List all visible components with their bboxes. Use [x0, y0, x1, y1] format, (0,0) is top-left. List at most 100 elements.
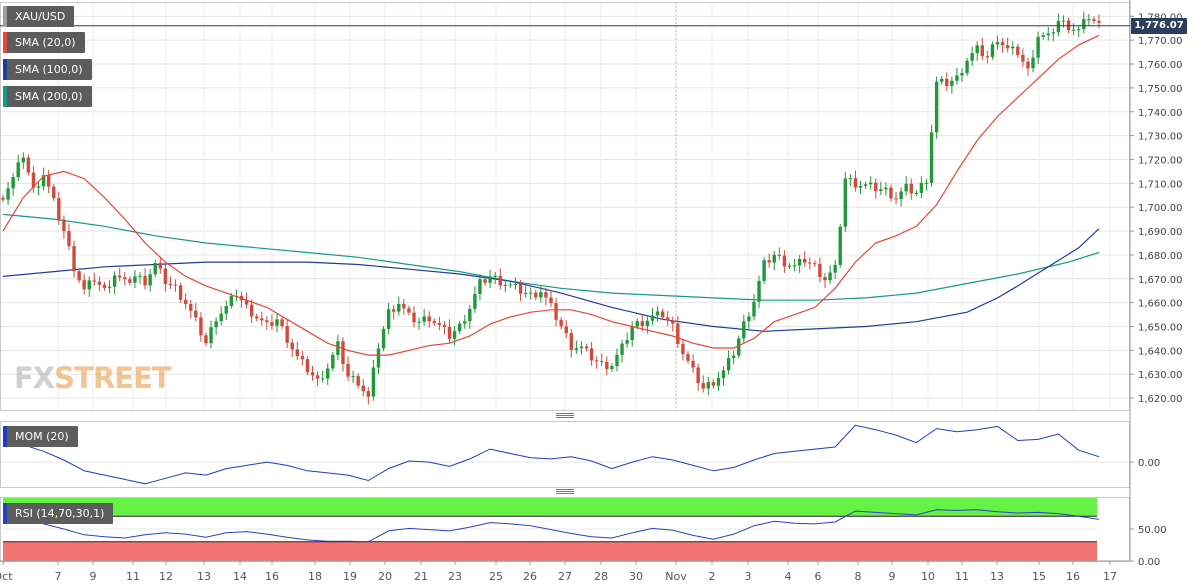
candle-body: [1031, 57, 1035, 69]
sma100-line: [2, 228, 1100, 332]
candle-body: [924, 182, 929, 184]
candle-body: [265, 320, 269, 323]
candle-body: [123, 277, 127, 280]
watermark-main: FX: [14, 361, 55, 395]
candle: [853, 170, 858, 192]
candle: [879, 181, 883, 196]
legend-label: SMA (20,0): [15, 36, 76, 49]
candle-body: [523, 293, 528, 295]
legend-momentum[interactable]: MOM (20): [3, 426, 78, 447]
x-tick-label: 6: [815, 570, 822, 583]
x-tick-label: 19: [343, 570, 357, 583]
candle: [1, 194, 5, 203]
candle: [716, 371, 721, 391]
candle-body: [660, 311, 665, 318]
candle: [660, 308, 665, 321]
candle: [625, 332, 629, 348]
candle-body: [452, 331, 457, 339]
candle: [589, 342, 594, 366]
candle: [929, 124, 934, 187]
candle: [255, 313, 259, 322]
candle: [513, 277, 518, 290]
candle-body: [737, 338, 741, 356]
candle: [260, 311, 264, 326]
candle: [833, 259, 837, 280]
candle: [178, 282, 183, 303]
candle-body: [625, 340, 629, 344]
candle: [270, 314, 274, 330]
candle-body: [914, 192, 919, 194]
candle: [737, 335, 741, 359]
candle: [564, 320, 568, 339]
x-tick-label: 25: [489, 570, 503, 583]
panel-resize-handle[interactable]: [556, 489, 574, 495]
x-tick-label: Oct: [0, 570, 13, 583]
rsi-bands: [3, 497, 1097, 561]
candle: [655, 306, 660, 322]
candle: [341, 337, 345, 372]
candle-body: [133, 276, 137, 283]
candle-body: [402, 304, 406, 309]
x-tick-label: 17: [1103, 570, 1117, 583]
candle-body: [564, 326, 568, 334]
x-tick-label: 26: [523, 570, 537, 583]
x-tick-label: 18: [308, 570, 322, 583]
legend-rsi[interactable]: RSI (14,70,30,1): [3, 503, 114, 524]
candle: [620, 339, 624, 363]
candle: [16, 154, 20, 182]
candle-body: [31, 172, 36, 188]
candle-body: [848, 178, 853, 180]
candle: [752, 294, 756, 321]
sma200-layer: [2, 213, 1100, 301]
candle-body: [36, 186, 41, 188]
y-tick-label: 1,710.00: [1138, 179, 1183, 190]
candle-body: [721, 370, 726, 379]
candle: [823, 273, 827, 288]
candle-body: [209, 327, 213, 344]
candle: [463, 314, 467, 329]
candle: [731, 350, 736, 365]
candle: [742, 314, 746, 344]
candle: [889, 184, 893, 202]
candle-body: [1036, 36, 1040, 58]
candle: [437, 316, 442, 331]
legend-sma20[interactable]: SMA (20,0): [3, 32, 85, 53]
panel-resize-handle[interactable]: [556, 413, 574, 419]
candle-body: [173, 284, 178, 286]
candle: [493, 271, 497, 285]
candle-body: [894, 198, 898, 200]
candle: [934, 76, 939, 139]
candle: [229, 293, 234, 309]
legend-sma100[interactable]: SMA (100,0): [3, 59, 92, 80]
candle-body: [1097, 21, 1101, 23]
candle: [265, 316, 269, 330]
sma100-layer: [2, 228, 1100, 332]
candle-body: [168, 284, 173, 286]
candle-body: [544, 292, 548, 298]
candle: [488, 269, 492, 289]
candle-body: [87, 280, 91, 290]
y-tick-label: 1,660.00: [1138, 299, 1183, 310]
legend-xauusd[interactable]: XAU/USD: [3, 6, 75, 27]
candle-body: [539, 292, 543, 298]
candle-body: [716, 378, 721, 386]
candle-body: [163, 268, 168, 285]
y-tick-label: 1,760.00: [1138, 60, 1183, 71]
candle: [407, 305, 411, 316]
candle-body: [960, 73, 964, 76]
candle-body: [828, 272, 832, 281]
candle: [371, 359, 376, 401]
y-tick-label: 1,700.00: [1138, 203, 1183, 214]
candle-body: [1016, 46, 1020, 55]
candle: [6, 181, 10, 205]
candle-body: [594, 360, 599, 362]
candle: [351, 370, 355, 384]
candle-body: [858, 185, 863, 188]
candle: [645, 316, 650, 334]
legend-sma200[interactable]: SMA (200,0): [3, 86, 92, 107]
candle: [843, 172, 847, 233]
candle: [726, 350, 731, 375]
candle: [858, 180, 863, 195]
candle-body: [777, 254, 782, 256]
